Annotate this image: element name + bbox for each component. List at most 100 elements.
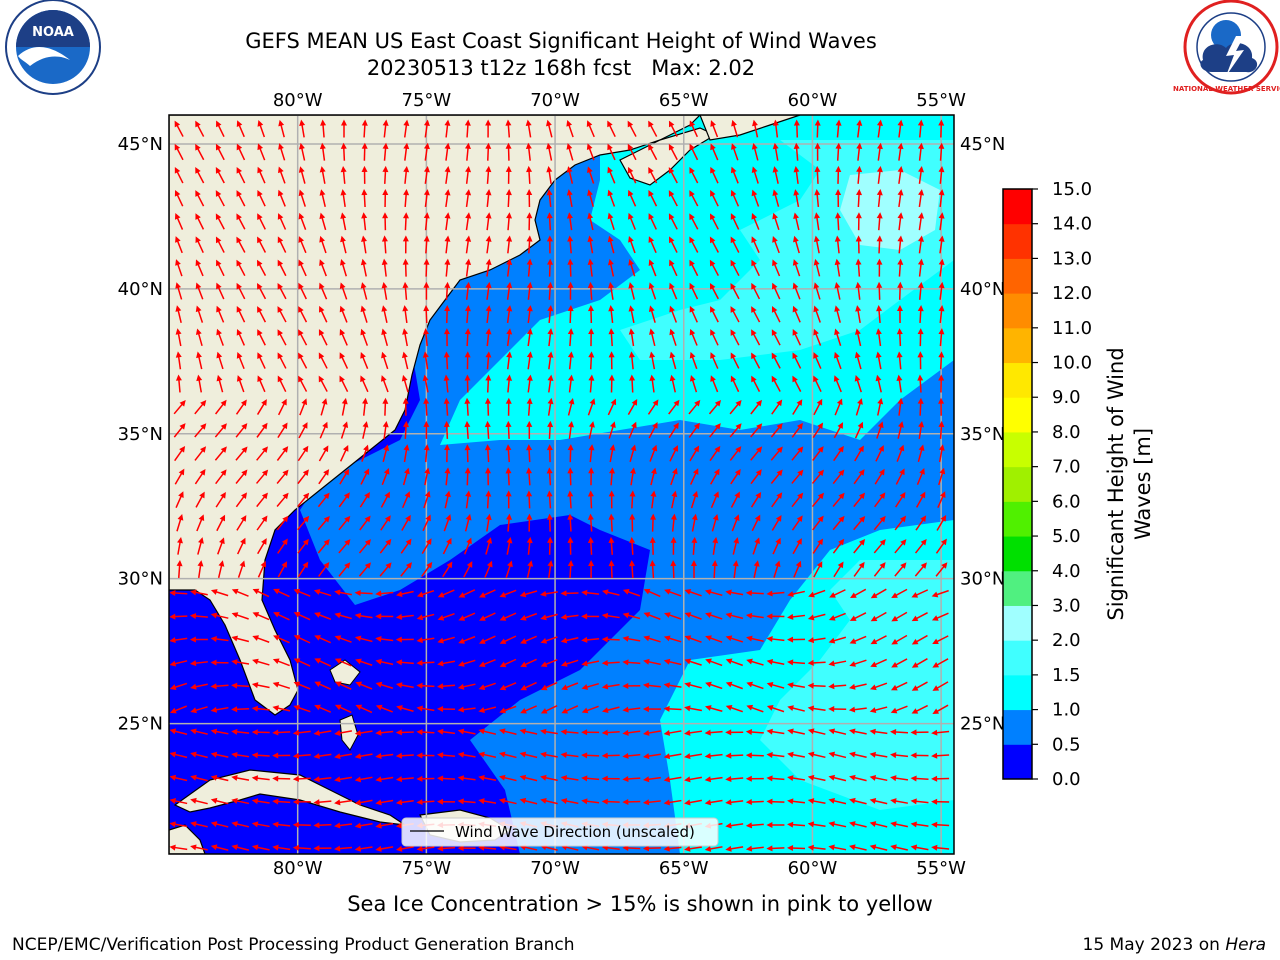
wave-direction-arrow (731, 119, 739, 138)
wave-direction-arrow (897, 421, 904, 439)
wave-direction-arrow (297, 515, 310, 531)
wave-direction-arrow (772, 212, 780, 231)
wave-direction-arrow (360, 282, 368, 300)
wave-direction-arrow (520, 635, 537, 644)
wave-direction-arrow (375, 590, 394, 597)
wave-direction-arrow (914, 562, 927, 577)
wave-direction-arrow (251, 752, 270, 759)
wave-direction-arrow (526, 235, 533, 254)
wave-direction-arrow (176, 560, 183, 579)
lon-tick-label: 65°W (659, 90, 709, 111)
wave-direction-arrow (745, 728, 764, 735)
wave-direction-arrow (526, 281, 533, 300)
wave-direction-arrow (704, 705, 723, 712)
wave-direction-arrow (416, 799, 435, 806)
wave-direction-arrow (891, 634, 908, 645)
wave-direction-arrow (526, 351, 533, 370)
wave-direction-arrow (340, 235, 347, 254)
wave-direction-arrow (725, 704, 744, 713)
wave-direction-arrow (730, 352, 740, 369)
wave-direction-arrow (214, 446, 227, 461)
wave-direction-arrow (730, 236, 740, 253)
wave-direction-arrow (540, 774, 558, 782)
wave-direction-arrow (498, 751, 517, 759)
wave-direction-arrow (581, 682, 599, 690)
wave-direction-arrow (519, 797, 538, 805)
wave-direction-arrow (560, 752, 579, 758)
wave-direction-arrow (175, 282, 183, 300)
wave-direction-arrow (318, 561, 330, 577)
wave-direction-arrow (292, 821, 311, 828)
wave-direction-arrow (897, 189, 904, 208)
wave-direction-arrow (875, 351, 882, 370)
wave-direction-arrow (807, 844, 826, 851)
wave-direction-arrow (649, 328, 656, 347)
wave-direction-arrow (540, 613, 558, 621)
wave-direction-arrow (567, 305, 574, 324)
wave-direction-arrow (416, 659, 435, 666)
wave-direction-arrow (361, 444, 369, 462)
wave-direction-arrow (869, 797, 888, 805)
wave-direction-arrow (642, 776, 661, 783)
wave-direction-arrow (485, 374, 492, 393)
wave-direction-arrow (547, 281, 554, 300)
wave-direction-arrow (622, 706, 641, 713)
wave-direction-arrow (745, 590, 764, 596)
wave-direction-arrow (314, 658, 331, 667)
wave-direction-arrow (403, 444, 410, 463)
wave-direction-arrow (423, 328, 430, 347)
wave-direction-arrow (478, 728, 497, 735)
wave-direction-arrow (174, 213, 184, 230)
wave-direction-arrow (540, 681, 558, 691)
wave-direction-arrow (608, 421, 616, 439)
wave-direction-arrow (423, 258, 430, 277)
wave-direction-arrow (752, 537, 760, 555)
wave-direction-arrow (485, 165, 492, 184)
wave-direction-arrow (766, 728, 785, 735)
wave-direction-arrow (444, 189, 451, 208)
wave-direction-arrow (423, 397, 430, 416)
wave-direction-arrow (622, 798, 641, 805)
wave-direction-arrow (375, 729, 394, 736)
wave-direction-arrow (297, 538, 309, 554)
wave-direction-arrow (770, 446, 783, 461)
colorbar-tick-label: 10.0 (1052, 353, 1092, 374)
colorbar-tick-label: 1.0 (1052, 700, 1081, 721)
wave-direction-arrow (402, 258, 409, 277)
wave-direction-arrow (751, 352, 761, 369)
wave-direction-arrow (876, 281, 883, 300)
wave-direction-arrow (437, 683, 456, 690)
wave-direction-arrow (506, 351, 513, 370)
wave-direction-arrow (854, 445, 864, 462)
wave-direction-arrow (710, 143, 719, 161)
wave-direction-arrow (607, 189, 616, 207)
wave-direction-arrow (457, 798, 476, 805)
wave-direction-arrow (485, 513, 492, 532)
wave-direction-arrow (938, 189, 945, 208)
wave-direction-arrow (670, 560, 677, 579)
wave-direction-arrow (416, 589, 435, 598)
wave-direction-arrow (567, 258, 574, 277)
wave-direction-arrow (298, 329, 308, 346)
wave-direction-arrow (710, 166, 719, 184)
wave-direction-arrow (526, 513, 533, 532)
wave-direction-arrow (380, 491, 390, 508)
wave-direction-arrow (729, 400, 742, 415)
wave-direction-arrow (546, 467, 553, 486)
wave-direction-arrow (792, 305, 801, 323)
wave-direction-arrow (876, 189, 883, 208)
wave-direction-arrow (251, 775, 270, 782)
wave-direction-arrow (506, 305, 513, 324)
wave-direction-arrow (792, 329, 802, 346)
wave-direction-arrow (478, 682, 496, 691)
legend-label: Wind Wave Direction (unscaled) (455, 823, 695, 841)
wave-direction-arrow (684, 612, 702, 620)
wave-direction-arrow (546, 212, 553, 231)
wave-direction-arrow (437, 589, 455, 598)
wave-direction-arrow (190, 797, 208, 805)
wave-direction-arrow (444, 119, 451, 138)
wave-direction-arrow (354, 845, 373, 852)
lon-labels-top: 80°W 75°W 70°W 65°W 60°W 55°W (273, 90, 966, 111)
wave-direction-arrow (485, 305, 492, 324)
wave-direction-arrow (711, 560, 718, 579)
